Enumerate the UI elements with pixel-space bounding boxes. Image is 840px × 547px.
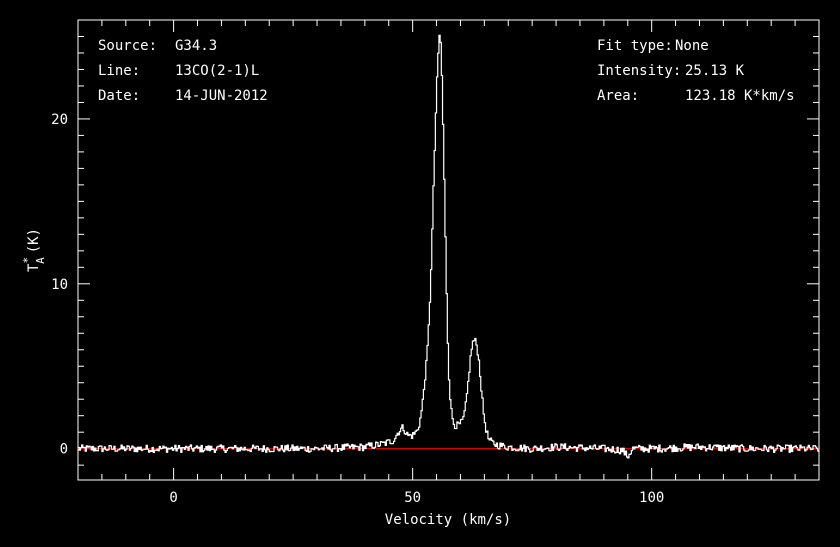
y-tick-label: 20 [51,112,68,128]
spectrum-series-line [78,34,819,459]
x-axis-label: Velocity (km/s) [385,512,511,528]
y-axis-label-unit: (K) [26,228,42,253]
info-left-key-source: Source: [98,38,157,54]
info-right: Fit type: None Intensity: 25.13 K Area: … [597,38,795,104]
info-right-value-area: 123.18 K*km/s [685,88,795,104]
axis-tick-labels: 0 50 100 0 10 20 [51,112,664,506]
info-right-value-fit: None [675,38,709,54]
info-left-key-line: Line: [98,63,140,79]
info-left-value-line: 13CO(2-1)L [175,63,259,79]
info-right-key-fit: Fit type: [597,38,673,54]
y-axis-label: T*A (K) [21,228,47,272]
x-tick-label: 50 [404,490,421,506]
axis-ticks [77,19,820,480]
info-right-value-intensity: 25.13 K [685,63,745,79]
y-axis-label-t: T [26,263,42,272]
info-right-key-intensity: Intensity: [597,63,681,79]
info-left: Source: G34.3 Line: 13CO(2-1)L Date: 14-… [98,38,268,104]
y-tick-label: 10 [51,277,68,293]
y-tick-label: 0 [60,442,68,458]
y-axis-label-sup: * [21,257,34,264]
info-left-value-source: G34.3 [175,38,217,54]
y-axis-label-sub: A [34,257,47,264]
x-tick-label: 100 [639,490,664,506]
plot-frame [77,19,820,481]
info-left-key-date: Date: [98,88,140,104]
x-tick-label: 0 [169,490,177,506]
info-right-key-area: Area: [597,88,639,104]
info-left-value-date: 14-JUN-2012 [175,88,268,104]
